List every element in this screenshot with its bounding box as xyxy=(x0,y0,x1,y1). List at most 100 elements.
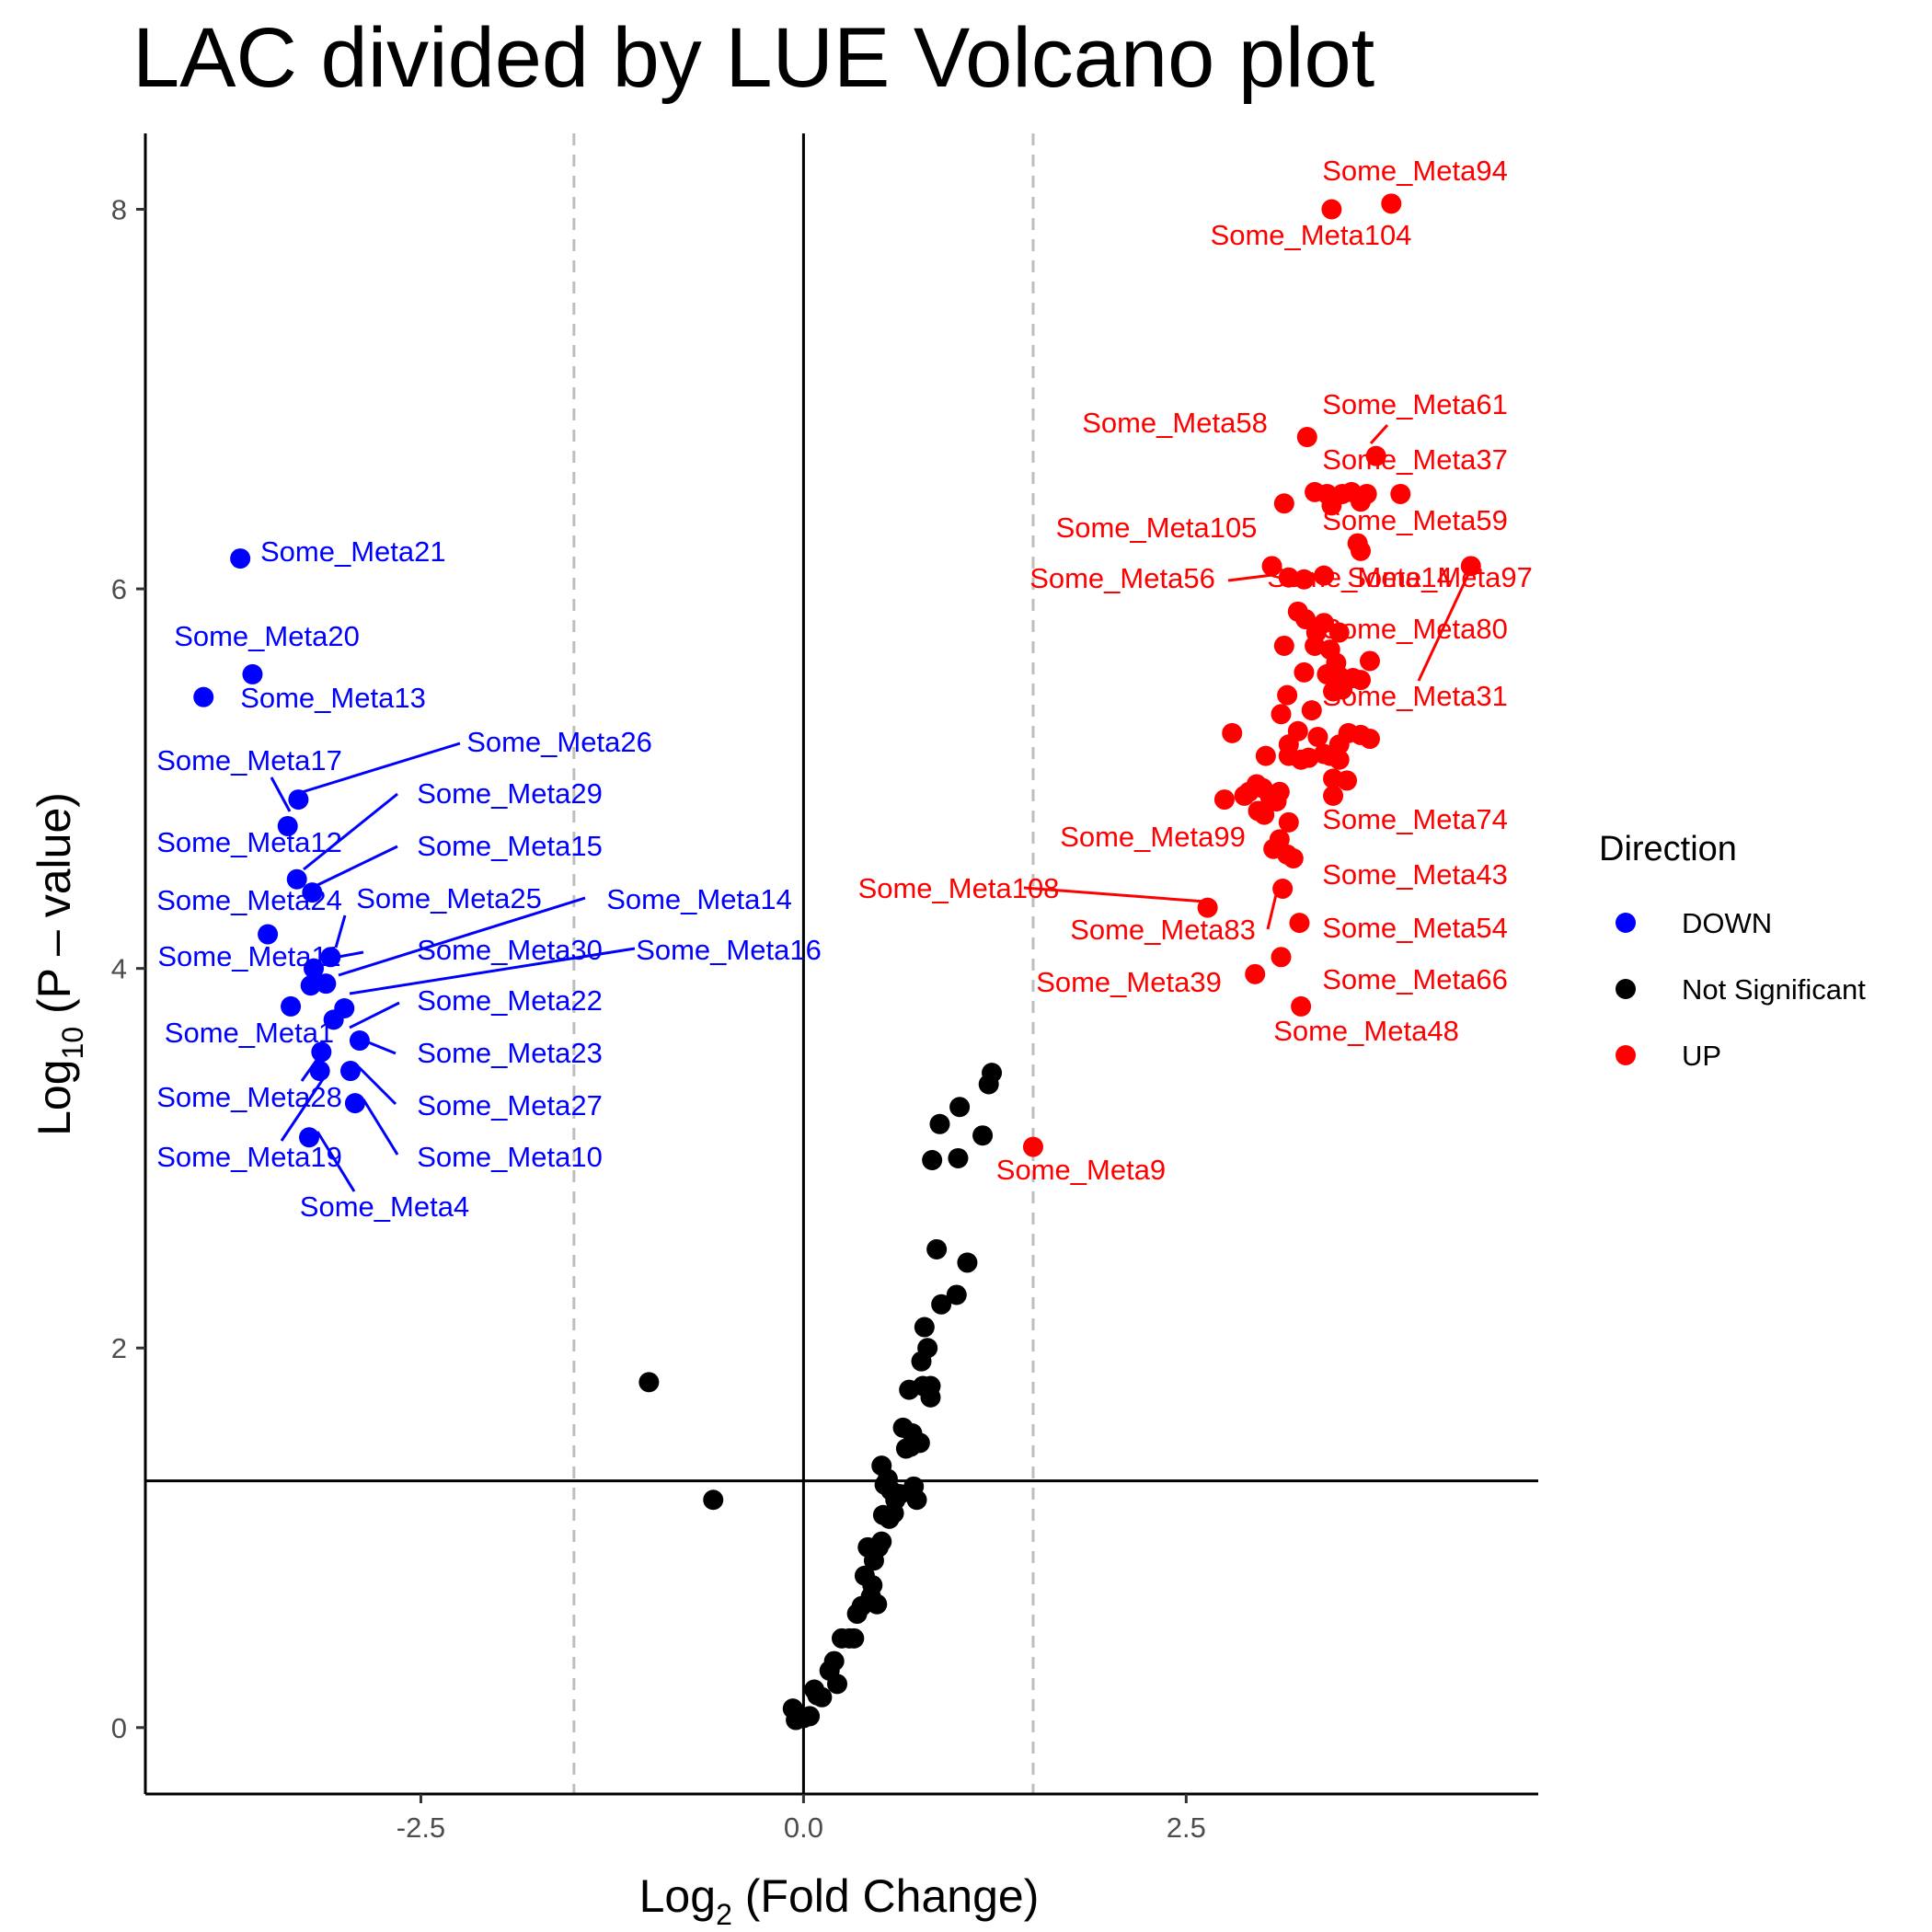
label-leader xyxy=(1369,423,1389,445)
data-point-down xyxy=(304,958,325,979)
data-point-down xyxy=(349,1030,370,1052)
label-leader xyxy=(303,792,398,871)
data-point-up xyxy=(1277,684,1298,706)
data-point-up xyxy=(1298,747,1319,768)
data-point-up xyxy=(1337,770,1358,791)
data-point-not-significant xyxy=(946,1284,967,1305)
data-point-up xyxy=(1323,785,1344,806)
label-leader xyxy=(315,845,398,888)
data-point-not-significant xyxy=(871,1531,892,1552)
legend-key-down xyxy=(1616,913,1636,933)
point-label: Some_Meta105 xyxy=(1056,512,1258,544)
x-axis-title: Log2 (Fold Change) xyxy=(639,1870,1040,1931)
point-label: Some_Meta48 xyxy=(1273,1015,1459,1047)
data-point-up xyxy=(1294,569,1315,590)
data-point-not-significant xyxy=(823,1650,845,1672)
point-label: Some_Meta25 xyxy=(356,882,542,914)
point-label: Some_Meta37 xyxy=(1322,443,1508,476)
data-point-up xyxy=(1460,556,1481,577)
legend-label: DOWN xyxy=(1682,907,1772,939)
data-point-up xyxy=(1272,879,1294,900)
data-point-down xyxy=(258,924,279,945)
point-label: Some_Meta22 xyxy=(417,984,603,1017)
data-point-up xyxy=(1255,745,1276,766)
point-label: Some_Meta26 xyxy=(466,726,652,758)
data-point-not-significant xyxy=(867,1593,888,1615)
label-leader xyxy=(357,1065,397,1106)
point-label: Some_Meta39 xyxy=(1036,966,1222,998)
label-leader xyxy=(270,776,292,812)
data-point-up xyxy=(1296,427,1317,448)
label-leader xyxy=(349,947,636,995)
label-leader xyxy=(280,1073,328,1142)
plot-area: Some_Meta94 Some_Meta104 Some_Meta61 Some_M… xyxy=(145,133,1538,1794)
data-point-up xyxy=(1365,445,1386,466)
data-point-not-significant xyxy=(972,1125,994,1146)
data-point-not-significant xyxy=(926,1238,948,1259)
data-point-up xyxy=(1197,897,1218,918)
data-point-up xyxy=(1271,947,1292,968)
label-leader xyxy=(1227,573,1273,582)
point-label: Some_Meta56 xyxy=(1029,562,1215,594)
data-point-up xyxy=(1294,661,1315,683)
data-point-down xyxy=(311,1041,332,1063)
data-point-not-significant xyxy=(948,1147,969,1168)
data-point-up xyxy=(1351,540,1372,561)
legend-label: Not Significant xyxy=(1682,973,1866,1006)
data-point-not-significant xyxy=(811,1686,833,1708)
data-point-not-significant xyxy=(827,1673,848,1695)
y-tick-label: 6 xyxy=(111,573,127,605)
point-label: Some_Meta14 xyxy=(1267,561,1453,593)
data-point-up xyxy=(1269,781,1290,802)
point-label: Some_Meta30 xyxy=(417,934,603,966)
point-label: Some_Meta66 xyxy=(1322,963,1508,995)
data-point-not-significant xyxy=(844,1627,865,1649)
data-point-up xyxy=(1301,700,1322,721)
data-point-up xyxy=(1328,749,1350,770)
data-point-up xyxy=(1328,622,1350,643)
point-label: Some_Meta11 xyxy=(157,940,340,972)
data-point-up xyxy=(1273,635,1294,656)
x-axis: -2.5 0.0 2.5 xyxy=(145,1792,1538,1844)
point-label: Some_Meta20 xyxy=(174,620,360,652)
legend-key-not-significant xyxy=(1616,979,1636,999)
label-leader xyxy=(338,950,364,959)
point-label: Some_Meta29 xyxy=(417,777,603,810)
point-label: Some_Meta15 xyxy=(417,830,603,862)
point-label: Some_Meta19 xyxy=(156,1141,342,1173)
point-label: Some_Meta14 xyxy=(606,883,792,915)
point-label: Some_Meta94 xyxy=(1322,155,1508,187)
data-point-down xyxy=(316,973,337,995)
label-leader xyxy=(1417,569,1472,682)
point-label: Some_Meta61 xyxy=(1322,388,1508,420)
label-leader xyxy=(338,896,586,977)
point-label: Some_Meta9 xyxy=(996,1154,1166,1186)
data-point-up xyxy=(1351,670,1372,691)
point-label: Some_Meta58 xyxy=(1082,407,1268,439)
data-point-not-significant xyxy=(931,1294,952,1315)
data-point-not-significant xyxy=(799,1706,821,1727)
x-tick-label: 2.5 xyxy=(1167,1811,1206,1844)
point-label: Some_Meta1 xyxy=(165,1017,334,1049)
data-point-not-significant xyxy=(914,1317,935,1338)
y-axis: 0 2 4 6 8 xyxy=(111,133,147,1794)
point-label: Some_Meta97 xyxy=(1347,561,1533,593)
legend-key-up xyxy=(1616,1045,1636,1065)
y-tick-label: 2 xyxy=(111,1332,127,1364)
data-point-not-significant xyxy=(917,1338,938,1359)
data-point-up xyxy=(1291,995,1312,1017)
data-point-up xyxy=(1287,720,1308,742)
data-point-down xyxy=(286,868,307,890)
data-point-up xyxy=(1359,729,1380,750)
point-label: Some_Meta54 xyxy=(1322,912,1508,944)
data-point-not-significant xyxy=(920,1386,941,1408)
point-label: Some_Meta27 xyxy=(417,1089,603,1121)
label-leader xyxy=(316,1131,356,1192)
point-label: Some_Meta104 xyxy=(1211,219,1412,251)
y-tick-label: 0 xyxy=(111,1712,127,1744)
data-point-up xyxy=(1307,726,1328,747)
point-label: Some_Meta24 xyxy=(156,884,342,916)
data-point-up xyxy=(1213,789,1235,811)
data-point-up xyxy=(1289,913,1310,934)
